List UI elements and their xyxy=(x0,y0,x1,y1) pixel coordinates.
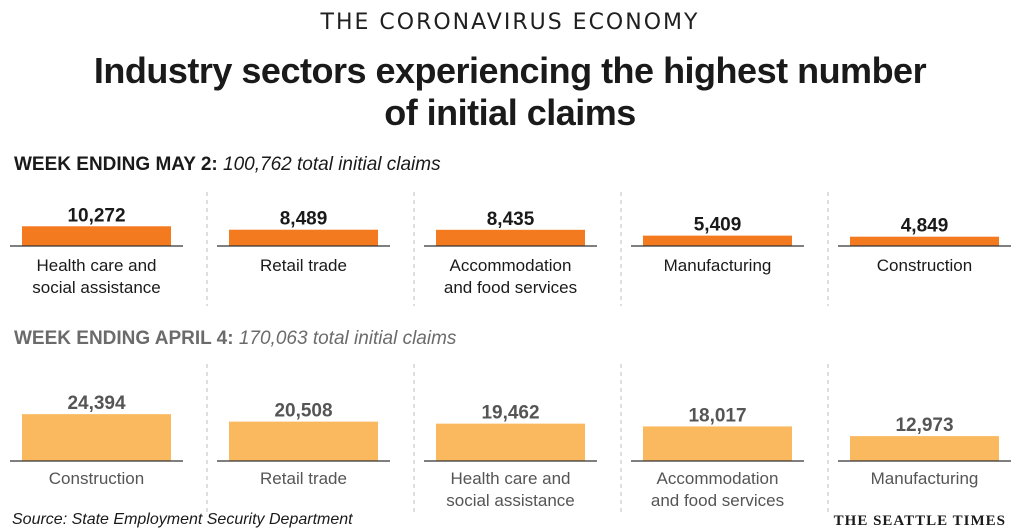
value-label: 10,272 xyxy=(67,205,125,226)
bar xyxy=(643,426,792,461)
value-label: 4,849 xyxy=(901,216,949,237)
category-label: Accommodation xyxy=(657,469,779,488)
value-label: 5,409 xyxy=(694,215,742,236)
section-heading-may-2: WEEK ENDING MAY 2: 100,762 total initial… xyxy=(14,154,441,176)
category-label: Construction xyxy=(877,256,972,275)
total-label: 100,762 total initial claims xyxy=(223,154,441,175)
section-heading-april-4: WEEK ENDING APRIL 4: 170,063 total initi… xyxy=(14,328,456,350)
bar-chart-april-4: 24,394 Construction 20,508 Retail trade 19,4… xyxy=(10,364,1011,512)
total-label: 170,063 total initial claims xyxy=(238,328,457,349)
category-label: Retail trade xyxy=(260,469,347,488)
bar xyxy=(436,229,585,246)
chart-title: Industry sectors experiencing the highes… xyxy=(0,50,1020,134)
category-label: and food services xyxy=(444,278,577,297)
bar xyxy=(850,436,999,461)
value-label: 19,462 xyxy=(481,403,539,424)
bar xyxy=(436,423,585,461)
source-note: Source: State Employment Security Depart… xyxy=(12,511,353,528)
category-label: Health care and xyxy=(36,256,156,275)
category-label: Accommodation xyxy=(450,256,572,275)
bar xyxy=(229,229,378,246)
week-label: WEEK ENDING MAY 2: xyxy=(14,154,218,175)
kicker: THE CORONAVIRUS ECONOMY xyxy=(320,10,700,35)
publisher-logo: THE SEATTLE TIMES xyxy=(833,513,1006,529)
category-label: and food services xyxy=(651,491,784,510)
bar xyxy=(229,421,378,461)
category-label: Manufacturing xyxy=(871,469,979,488)
chart-title-line-2: of initial claims xyxy=(384,92,636,133)
value-label: 20,508 xyxy=(274,401,332,422)
category-label: Health care and xyxy=(450,469,570,488)
category-label: Manufacturing xyxy=(664,256,772,275)
value-label: 8,435 xyxy=(487,209,535,230)
category-label: Construction xyxy=(49,469,144,488)
value-label: 12,973 xyxy=(895,415,953,436)
category-label: social assistance xyxy=(446,491,575,510)
bar xyxy=(22,226,171,246)
bar xyxy=(850,236,999,246)
bar xyxy=(22,414,171,461)
category-label: social assistance xyxy=(32,278,161,297)
bar xyxy=(643,235,792,246)
week-label: WEEK ENDING APRIL 4: xyxy=(14,328,234,349)
value-label: 8,489 xyxy=(280,209,328,230)
bar-chart-may-2: 10,272 Health care and social assistance 8,… xyxy=(10,192,1011,306)
chart-title-line-1: Industry sectors experiencing the highes… xyxy=(93,50,927,91)
category-label: Retail trade xyxy=(260,256,347,275)
value-label: 24,394 xyxy=(67,393,126,414)
value-label: 18,017 xyxy=(688,405,746,426)
